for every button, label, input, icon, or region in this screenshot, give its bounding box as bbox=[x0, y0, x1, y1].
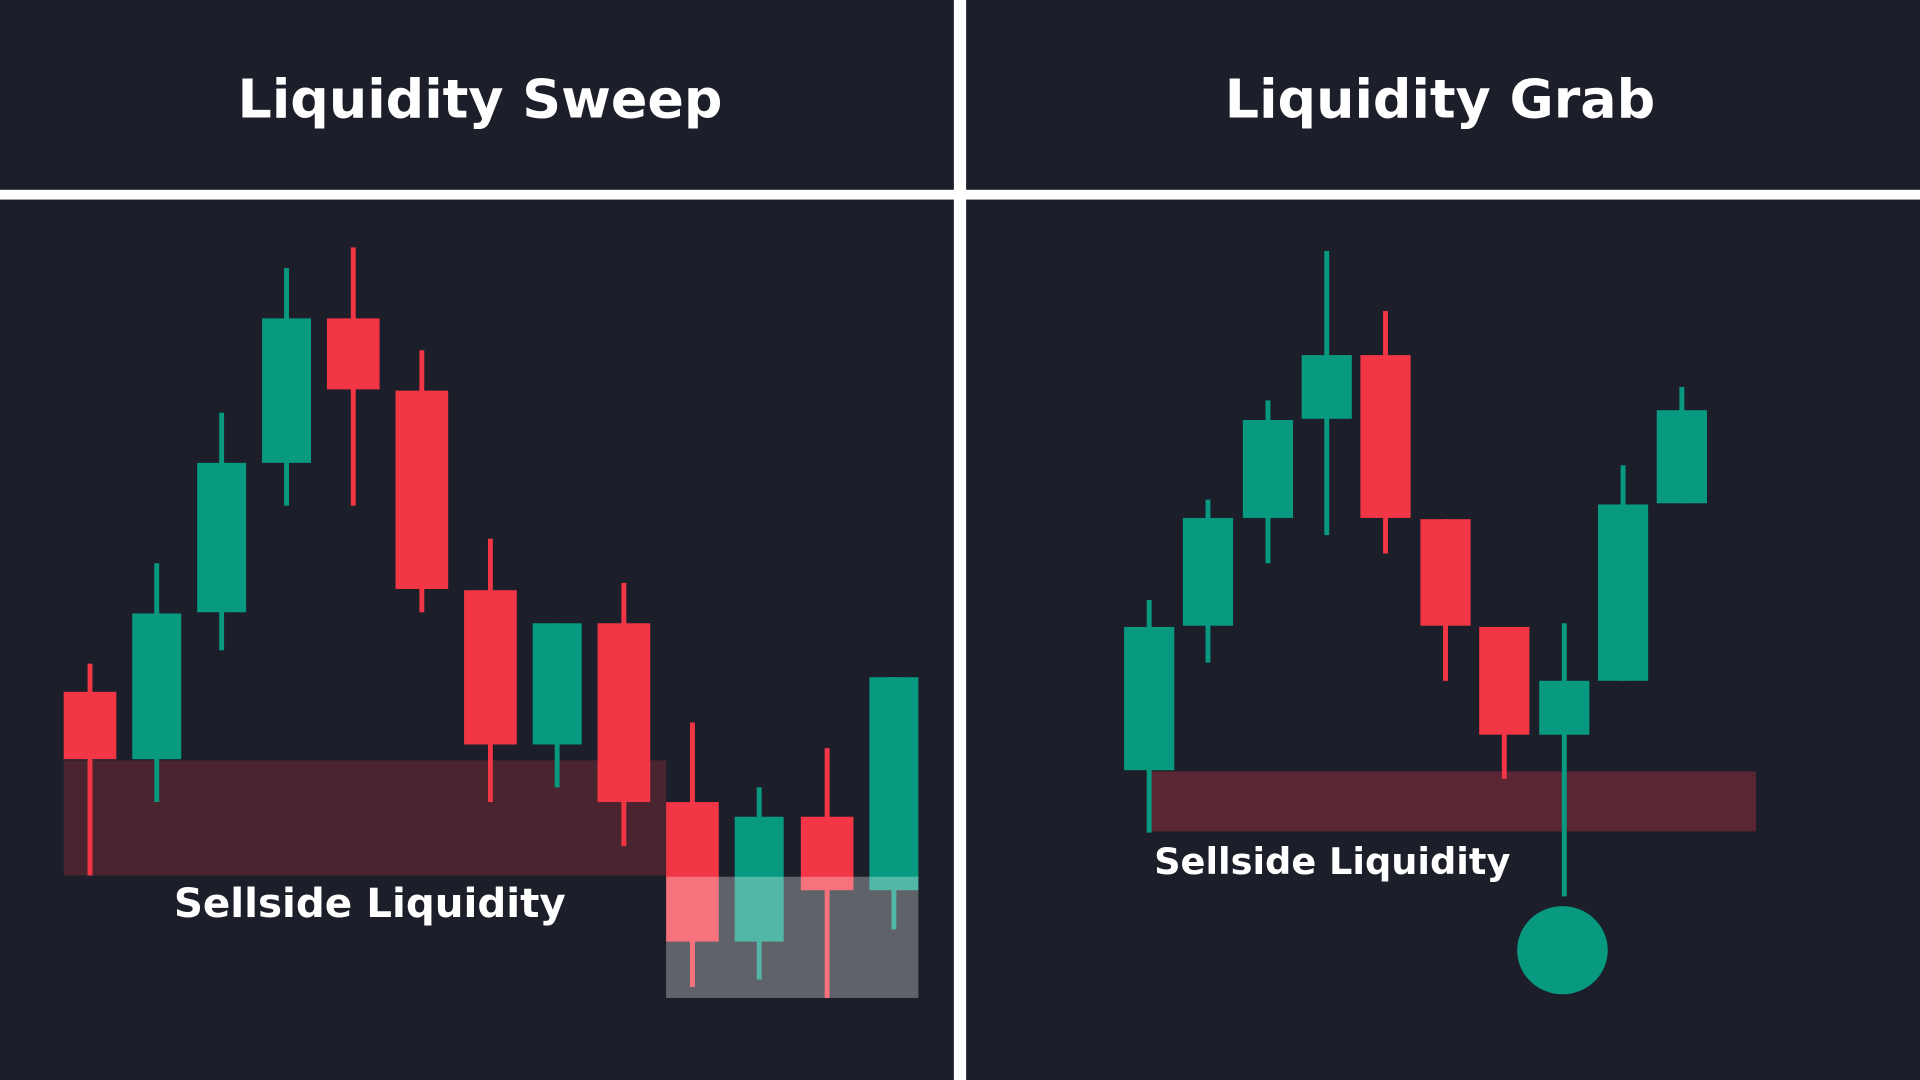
candle bbox=[1182, 499, 1234, 663]
grab-marker bbox=[1517, 906, 1608, 995]
candle bbox=[1656, 386, 1707, 504]
candle bbox=[132, 563, 182, 803]
candle bbox=[1539, 623, 1590, 897]
candle bbox=[666, 722, 719, 987]
candle bbox=[464, 538, 517, 803]
sweep-panel: Sellside Liquidity bbox=[63, 247, 919, 998]
panel-title: Liquidity Grab bbox=[1225, 67, 1655, 130]
candle bbox=[532, 623, 582, 788]
liquidity-zone bbox=[63, 760, 667, 876]
candle bbox=[1301, 251, 1352, 536]
candle bbox=[197, 412, 247, 651]
candle bbox=[395, 350, 449, 613]
sweep-zone bbox=[666, 876, 919, 998]
divider-vertical bbox=[953, 0, 967, 1080]
candle bbox=[734, 787, 784, 980]
panel-title: Liquidity Sweep bbox=[238, 67, 723, 130]
candle bbox=[869, 677, 919, 930]
candle bbox=[1420, 519, 1471, 681]
zone-label: Sellside Liquidity bbox=[174, 879, 566, 927]
candle bbox=[1597, 465, 1649, 681]
zone-label: Sellside Liquidity bbox=[1154, 840, 1510, 883]
candle bbox=[597, 582, 651, 847]
liquidity-zone bbox=[1151, 771, 1756, 832]
candle bbox=[326, 247, 380, 506]
candle bbox=[800, 748, 854, 998]
candle bbox=[1242, 400, 1294, 564]
candle bbox=[1360, 311, 1411, 554]
candle bbox=[63, 663, 117, 876]
candle bbox=[262, 268, 312, 506]
candle bbox=[1479, 626, 1530, 779]
grab-panel: Sellside Liquidity bbox=[1124, 251, 1756, 995]
candle bbox=[1124, 600, 1175, 833]
